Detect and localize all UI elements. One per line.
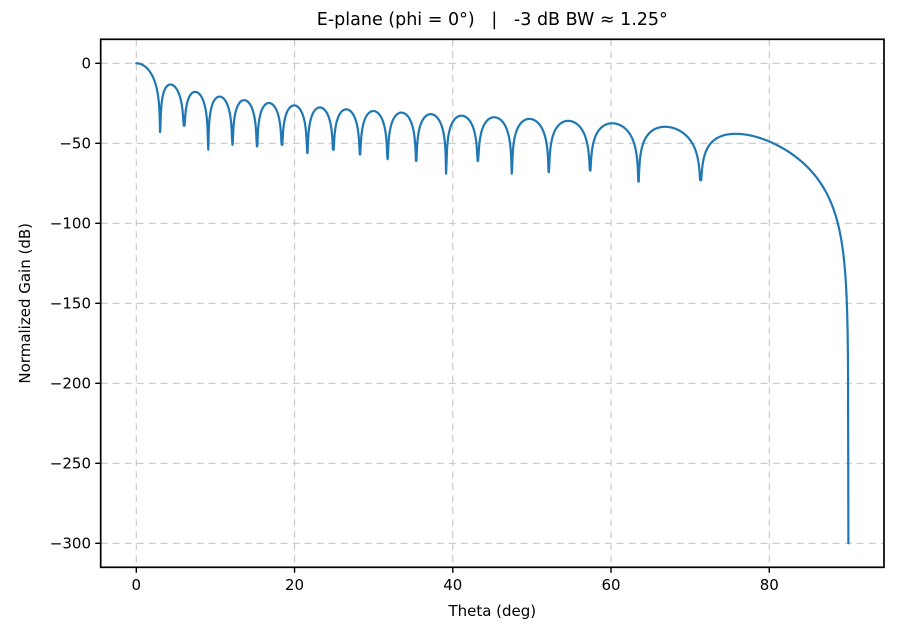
y-tick-label: 0 — [81, 55, 91, 73]
x-tick-label: 60 — [601, 576, 620, 594]
y-tick-label: −150 — [50, 295, 91, 313]
x-tick-label: 20 — [285, 576, 304, 594]
y-tick-label: −300 — [50, 535, 91, 553]
y-tick-label: −100 — [50, 215, 91, 233]
axis-tick-labels: 0 20 40 60 80 0 −50 −100 −150 −200 −250 −300 — [50, 55, 779, 595]
x-axis-label: Theta (deg) — [447, 602, 536, 620]
grid — [100, 39, 884, 568]
y-tick-label: −200 — [50, 375, 91, 393]
gain-curve — [135, 62, 850, 545]
chart-title: E-plane (phi = 0°) | -3 dB BW ≈ 1.25° — [317, 10, 668, 30]
x-tick-label: 80 — [760, 576, 779, 594]
x-tick-label: 40 — [443, 576, 462, 594]
y-axis-label: Normalized Gain (dB) — [16, 223, 34, 384]
y-tick-label: −250 — [50, 455, 91, 473]
axis-ticks — [95, 62, 770, 573]
y-tick-label: −50 — [59, 135, 91, 153]
x-tick-label: 0 — [132, 576, 142, 594]
